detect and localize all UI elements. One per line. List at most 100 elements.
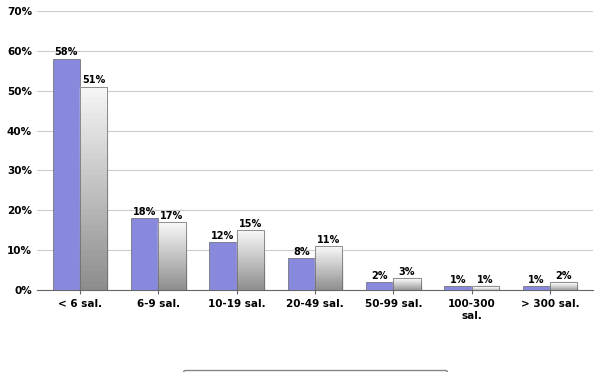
Bar (315, 269, 343, 270)
Bar (315, 248, 343, 250)
Bar (158, 282, 186, 283)
Bar (158, 224, 186, 226)
Bar (80, 153, 107, 158)
Bar (80, 178, 107, 183)
Bar (80, 214, 107, 219)
Bar (315, 288, 343, 289)
Bar (366, 282, 394, 290)
Bar (80, 239, 107, 244)
Bar (236, 238, 264, 239)
Bar (158, 251, 186, 253)
Bar (236, 235, 264, 236)
Bar (158, 222, 186, 224)
Bar (236, 247, 264, 248)
Bar (131, 218, 158, 290)
Bar (236, 232, 264, 233)
Bar (315, 281, 343, 282)
Bar (315, 253, 343, 254)
Bar (236, 284, 264, 286)
Text: 51%: 51% (82, 75, 106, 85)
Bar (158, 253, 186, 254)
Bar (158, 283, 186, 285)
Bar (236, 263, 264, 265)
Bar (315, 275, 343, 276)
Bar (315, 273, 343, 274)
Bar (158, 266, 186, 268)
Bar (158, 272, 186, 273)
Text: 2%: 2% (556, 270, 572, 280)
Bar (236, 283, 264, 284)
Bar (236, 233, 264, 235)
Bar (315, 267, 343, 268)
Bar (236, 278, 264, 280)
Bar (236, 287, 264, 289)
Bar (236, 259, 264, 260)
Bar (315, 259, 343, 260)
Text: 1%: 1% (528, 275, 545, 285)
Bar (236, 250, 264, 251)
Bar (315, 252, 343, 253)
Bar (80, 132, 107, 138)
Bar (315, 264, 343, 265)
Bar (158, 254, 186, 256)
Bar (236, 230, 264, 290)
Bar (315, 285, 343, 286)
Bar (315, 254, 343, 255)
Text: 2%: 2% (371, 270, 388, 280)
Bar (80, 250, 107, 254)
Bar (158, 288, 186, 290)
Bar (80, 107, 107, 112)
Bar (315, 279, 343, 280)
Bar (287, 258, 315, 290)
Bar (158, 258, 186, 260)
Bar (550, 282, 577, 290)
Bar (236, 275, 264, 277)
Bar (80, 183, 107, 189)
Bar (80, 270, 107, 275)
Bar (315, 274, 343, 275)
Text: 17%: 17% (160, 211, 184, 221)
Bar (550, 282, 577, 290)
Bar (158, 275, 186, 277)
Bar (236, 260, 264, 262)
Bar (53, 59, 80, 290)
Legend: Adhérents SNAV, Répondants enquête: Adhérents SNAV, Répondants enquête (183, 370, 447, 372)
Bar (315, 257, 343, 258)
Bar (315, 258, 343, 259)
Bar (315, 268, 343, 269)
Bar (236, 274, 264, 275)
Bar (80, 122, 107, 128)
Bar (236, 281, 264, 283)
Bar (158, 287, 186, 288)
Bar (80, 158, 107, 163)
Bar (236, 251, 264, 253)
Bar (236, 269, 264, 271)
Bar (236, 254, 264, 256)
Text: 1%: 1% (477, 275, 494, 285)
Bar (80, 219, 107, 224)
Bar (80, 92, 107, 97)
Bar (158, 239, 186, 241)
Bar (80, 229, 107, 234)
Bar (523, 286, 550, 290)
Bar (80, 168, 107, 173)
Text: 18%: 18% (133, 207, 157, 217)
Bar (158, 231, 186, 232)
Bar (158, 270, 186, 272)
Bar (236, 239, 264, 241)
Bar (80, 148, 107, 153)
Bar (236, 272, 264, 274)
Bar (315, 246, 343, 290)
Bar (80, 254, 107, 260)
Bar (80, 209, 107, 214)
Bar (236, 266, 264, 268)
Bar (236, 289, 264, 290)
Bar (80, 203, 107, 209)
Bar (236, 230, 264, 290)
Bar (80, 234, 107, 239)
Bar (158, 265, 186, 266)
Bar (80, 193, 107, 199)
Text: 58%: 58% (55, 47, 78, 57)
Bar (236, 277, 264, 278)
Bar (315, 262, 343, 263)
